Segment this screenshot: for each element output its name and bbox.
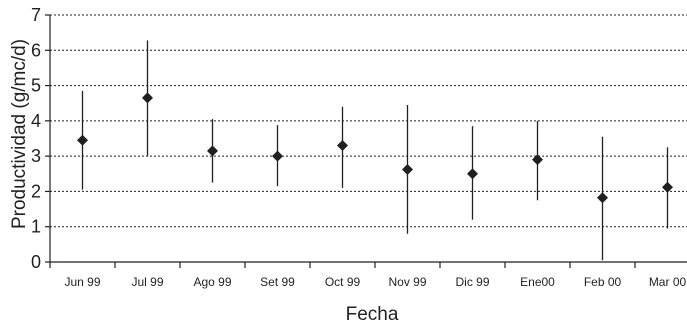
y-tick-label: 2 <box>31 181 41 201</box>
gridlines <box>50 14 687 228</box>
y-tick-label: 5 <box>31 76 41 96</box>
data-point-marker <box>207 145 218 157</box>
x-tick-label: Ago 99 <box>193 275 231 289</box>
data-point-marker <box>142 92 153 104</box>
y-tick-label: 4 <box>31 111 41 131</box>
y-ticks: 0 1 2 3 4 5 6 7 <box>31 5 50 272</box>
data-point-marker <box>272 150 283 162</box>
x-tick-label: Dic 99 <box>455 275 489 289</box>
x-tick-label: Feb 00 <box>584 275 622 289</box>
y-tick-label: 1 <box>31 217 41 237</box>
data-point-marker <box>337 140 348 152</box>
x-tick-label: Nov 99 <box>388 275 426 289</box>
data-point-marker <box>402 164 413 176</box>
x-tick-label: Mar 00 <box>649 275 687 289</box>
data-point-marker <box>532 154 543 166</box>
x-tick-label: Jun 99 <box>64 275 100 289</box>
axes <box>49 15 687 263</box>
y-tick-label: 3 <box>31 146 41 166</box>
y-tick-label: 7 <box>31 5 41 25</box>
y-axis-title: Productividad (g/mc/d) <box>9 39 30 229</box>
x-axis-title: Fecha <box>346 304 399 325</box>
x-tick-label: Jul 99 <box>131 275 163 289</box>
data-point-marker <box>662 181 673 193</box>
data-point-marker <box>597 192 608 204</box>
data-point-marker <box>467 168 478 180</box>
x-tick-label: Ene00 <box>520 275 555 289</box>
data-point-marker <box>77 134 88 146</box>
x-tick-label: Set 99 <box>260 275 295 289</box>
y-tick-label: 6 <box>31 40 41 60</box>
y-tick-label: 0 <box>31 252 41 272</box>
x-tick-label: Oct 99 <box>325 275 361 289</box>
data-marks <box>77 40 673 261</box>
x-ticks: Jun 99 Jul 99 Ago 99 Set 99 Oct 99 Nov 99 Dic … <box>49 262 687 289</box>
